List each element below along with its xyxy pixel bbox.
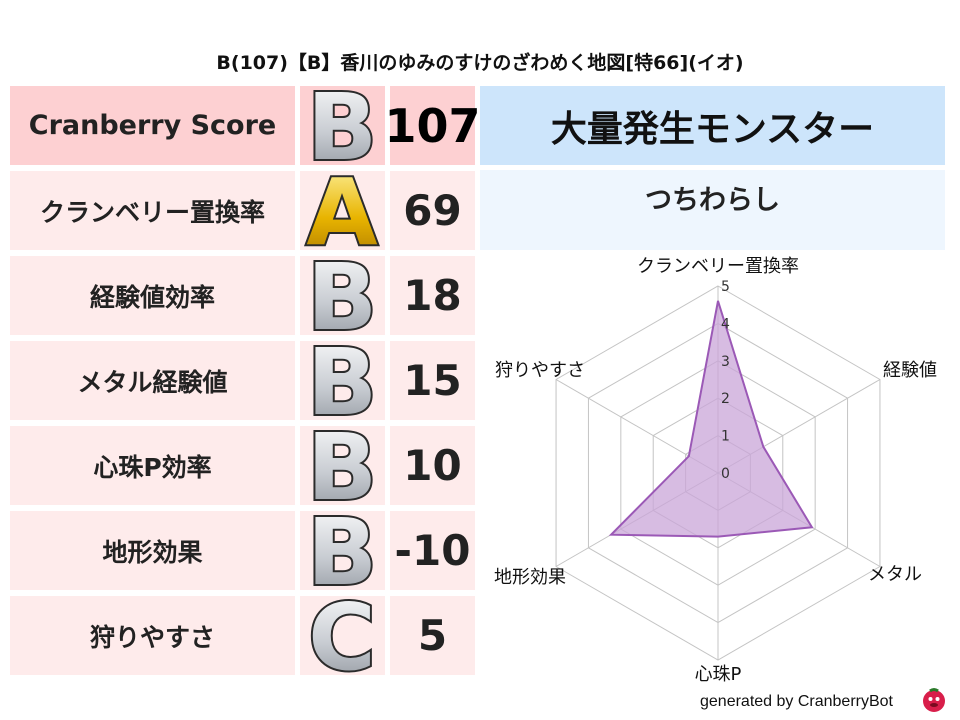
radar-tick-label: 0	[721, 466, 730, 482]
row-label: 心珠P効率	[10, 426, 295, 505]
monster-name: つちわらし	[480, 170, 945, 250]
grade-badge: C	[300, 596, 385, 675]
row-label: 狩りやすさ	[10, 596, 295, 675]
row-label: メタル経験値	[10, 341, 295, 420]
grade-letter: B	[307, 426, 377, 505]
footer-credit: generated by CranberryBot	[700, 693, 893, 711]
row-value: 18	[390, 256, 475, 335]
radar-tick-label: 3	[721, 354, 730, 370]
grade-badge: B	[300, 426, 385, 505]
row-value: 69	[390, 171, 475, 250]
grade-letter: B	[307, 511, 377, 590]
radar-axis-label: クランベリー置換率	[637, 256, 799, 277]
grade-letter: C	[308, 596, 376, 675]
radar-data-point	[610, 534, 612, 536]
radar-axis-label: 経験値	[883, 360, 937, 381]
monster-header: 大量発生モンスター	[480, 86, 945, 165]
radar-axis-label: メタル	[868, 564, 922, 585]
radar-tick-label: 4	[721, 316, 730, 332]
row-value: -10	[390, 511, 475, 590]
radar-data-point	[688, 455, 690, 457]
radar-tick-label: 1	[721, 429, 730, 445]
row-label: Cranberry Score	[10, 86, 295, 165]
radar-tick-label: 5	[721, 279, 730, 295]
grade-letter: B	[307, 341, 377, 420]
grade-badge: B	[300, 86, 385, 165]
radar-axis-label: 心珠P	[695, 664, 742, 685]
page-title: B(107)【B】香川のゆみのすけのざわめく地図[特66](イオ)	[216, 52, 744, 74]
row-value: 5	[390, 596, 475, 675]
grade-badge: B	[300, 511, 385, 590]
radar-axis-label: 狩りやすさ	[495, 360, 585, 381]
radar-data-point	[717, 300, 719, 302]
grade-badge: B	[300, 341, 385, 420]
cranberrybot-logo-icon	[923, 688, 945, 712]
radar-tick-label: 2	[721, 391, 730, 407]
grade-letter: B	[307, 256, 377, 335]
radar-series-area	[608, 300, 814, 538]
row-label: 経験値効率	[10, 256, 295, 335]
radar-data-point	[762, 446, 764, 448]
radar-data-point	[717, 536, 719, 538]
radar-data-point	[811, 526, 813, 528]
grade-badge: B	[300, 256, 385, 335]
row-value: 107	[384, 86, 481, 165]
grade-badge: A	[300, 171, 385, 250]
radar-axis-label: 地形効果	[494, 567, 566, 588]
row-label: 地形効果	[10, 511, 295, 590]
row-value: 15	[390, 341, 475, 420]
grade-letter: A	[306, 171, 377, 250]
row-value: 10	[390, 426, 475, 505]
row-label: クランベリー置換率	[10, 171, 295, 250]
grade-letter: B	[307, 86, 377, 165]
footer-text: generated by CranberryBot	[700, 693, 893, 710]
